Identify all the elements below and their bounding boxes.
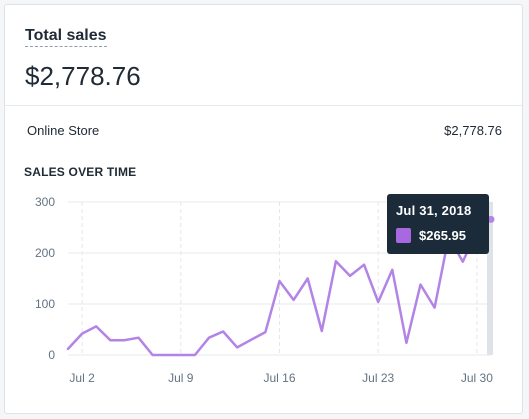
y-tick-label: 300 bbox=[35, 195, 55, 209]
total-sales-value: $2,778.76 bbox=[25, 61, 141, 91]
tooltip-date: Jul 31, 2018 bbox=[396, 203, 472, 218]
x-tick-label: Jul 9 bbox=[168, 371, 194, 385]
sales-series-line bbox=[66, 218, 493, 357]
tooltip-series-swatch bbox=[396, 228, 411, 243]
section-title: SALES OVER TIME bbox=[24, 165, 137, 179]
y-tick-label: 0 bbox=[48, 348, 55, 362]
divider bbox=[5, 105, 522, 106]
x-tick-label: Jul 23 bbox=[362, 371, 394, 385]
tooltip-value: $265.95 bbox=[419, 228, 466, 243]
x-tick-label: Jul 2 bbox=[69, 371, 95, 385]
hovered-data-point bbox=[487, 215, 495, 223]
card-title[interactable]: Total sales bbox=[25, 27, 107, 47]
x-tick-label: Jul 16 bbox=[263, 371, 295, 385]
y-tick-label: 100 bbox=[35, 297, 55, 311]
channel-label-online-store: Online Store bbox=[27, 123, 100, 138]
chart-tooltip: Jul 31, 2018 $265.95 bbox=[387, 194, 489, 254]
hover-highlight-band bbox=[487, 202, 493, 355]
x-tick-label: Jul 30 bbox=[461, 371, 493, 385]
channel-value-online-store: $2,778.76 bbox=[444, 123, 502, 138]
y-tick-label: 200 bbox=[35, 246, 55, 260]
